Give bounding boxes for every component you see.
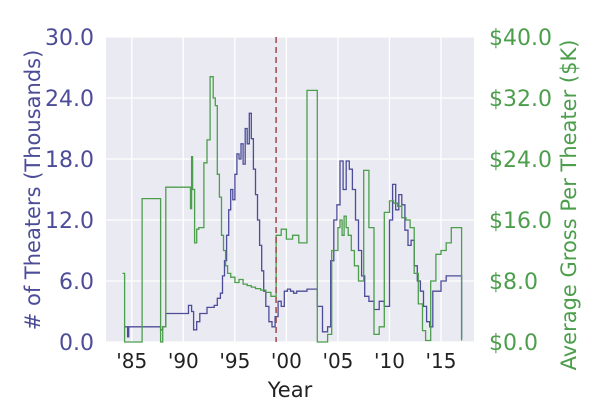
x-tick-label: '90 <box>168 349 199 373</box>
y-left-tick-label: 12.0 <box>45 209 94 234</box>
y-left-tick-label: 18.0 <box>45 148 94 173</box>
y-left-tick-label: 6.0 <box>59 270 94 295</box>
y-right-tick-label: $0.0 <box>489 331 538 356</box>
tick-labels: 0.0 6.0 12.0 18.0 24.0 30.0 $0.0 $8.0 $16.0 $24.0… <box>45 26 552 373</box>
y-axis-title-left: # of Theaters (Thousands) <box>21 50 45 331</box>
y-right-tick-label: $8.0 <box>489 270 538 295</box>
y-left-tick-label: 0.0 <box>59 331 94 356</box>
x-tick-label: '15 <box>426 349 457 373</box>
y-axis-title-right: Average Gross Per Theater ($K) <box>557 40 581 371</box>
x-tick-label: '05 <box>322 349 353 373</box>
series-layer <box>122 37 463 343</box>
x-tick-label: '95 <box>219 349 250 373</box>
y-right-tick-label: $16.0 <box>489 209 552 234</box>
series-line-theaters <box>124 112 463 339</box>
y-right-tick-label: $32.0 <box>489 87 552 112</box>
series-line-average-gross <box>122 76 463 343</box>
y-left-tick-label: 30.0 <box>45 26 94 51</box>
y-right-tick-label: $24.0 <box>489 148 552 173</box>
x-tick-label: '10 <box>374 349 405 373</box>
x-tick-label: '85 <box>116 349 147 373</box>
y-left-tick-label: 24.0 <box>45 87 94 112</box>
x-axis-title: Year <box>267 378 313 402</box>
x-tick-label: '00 <box>271 349 302 373</box>
y-right-tick-label: $40.0 <box>489 26 552 51</box>
